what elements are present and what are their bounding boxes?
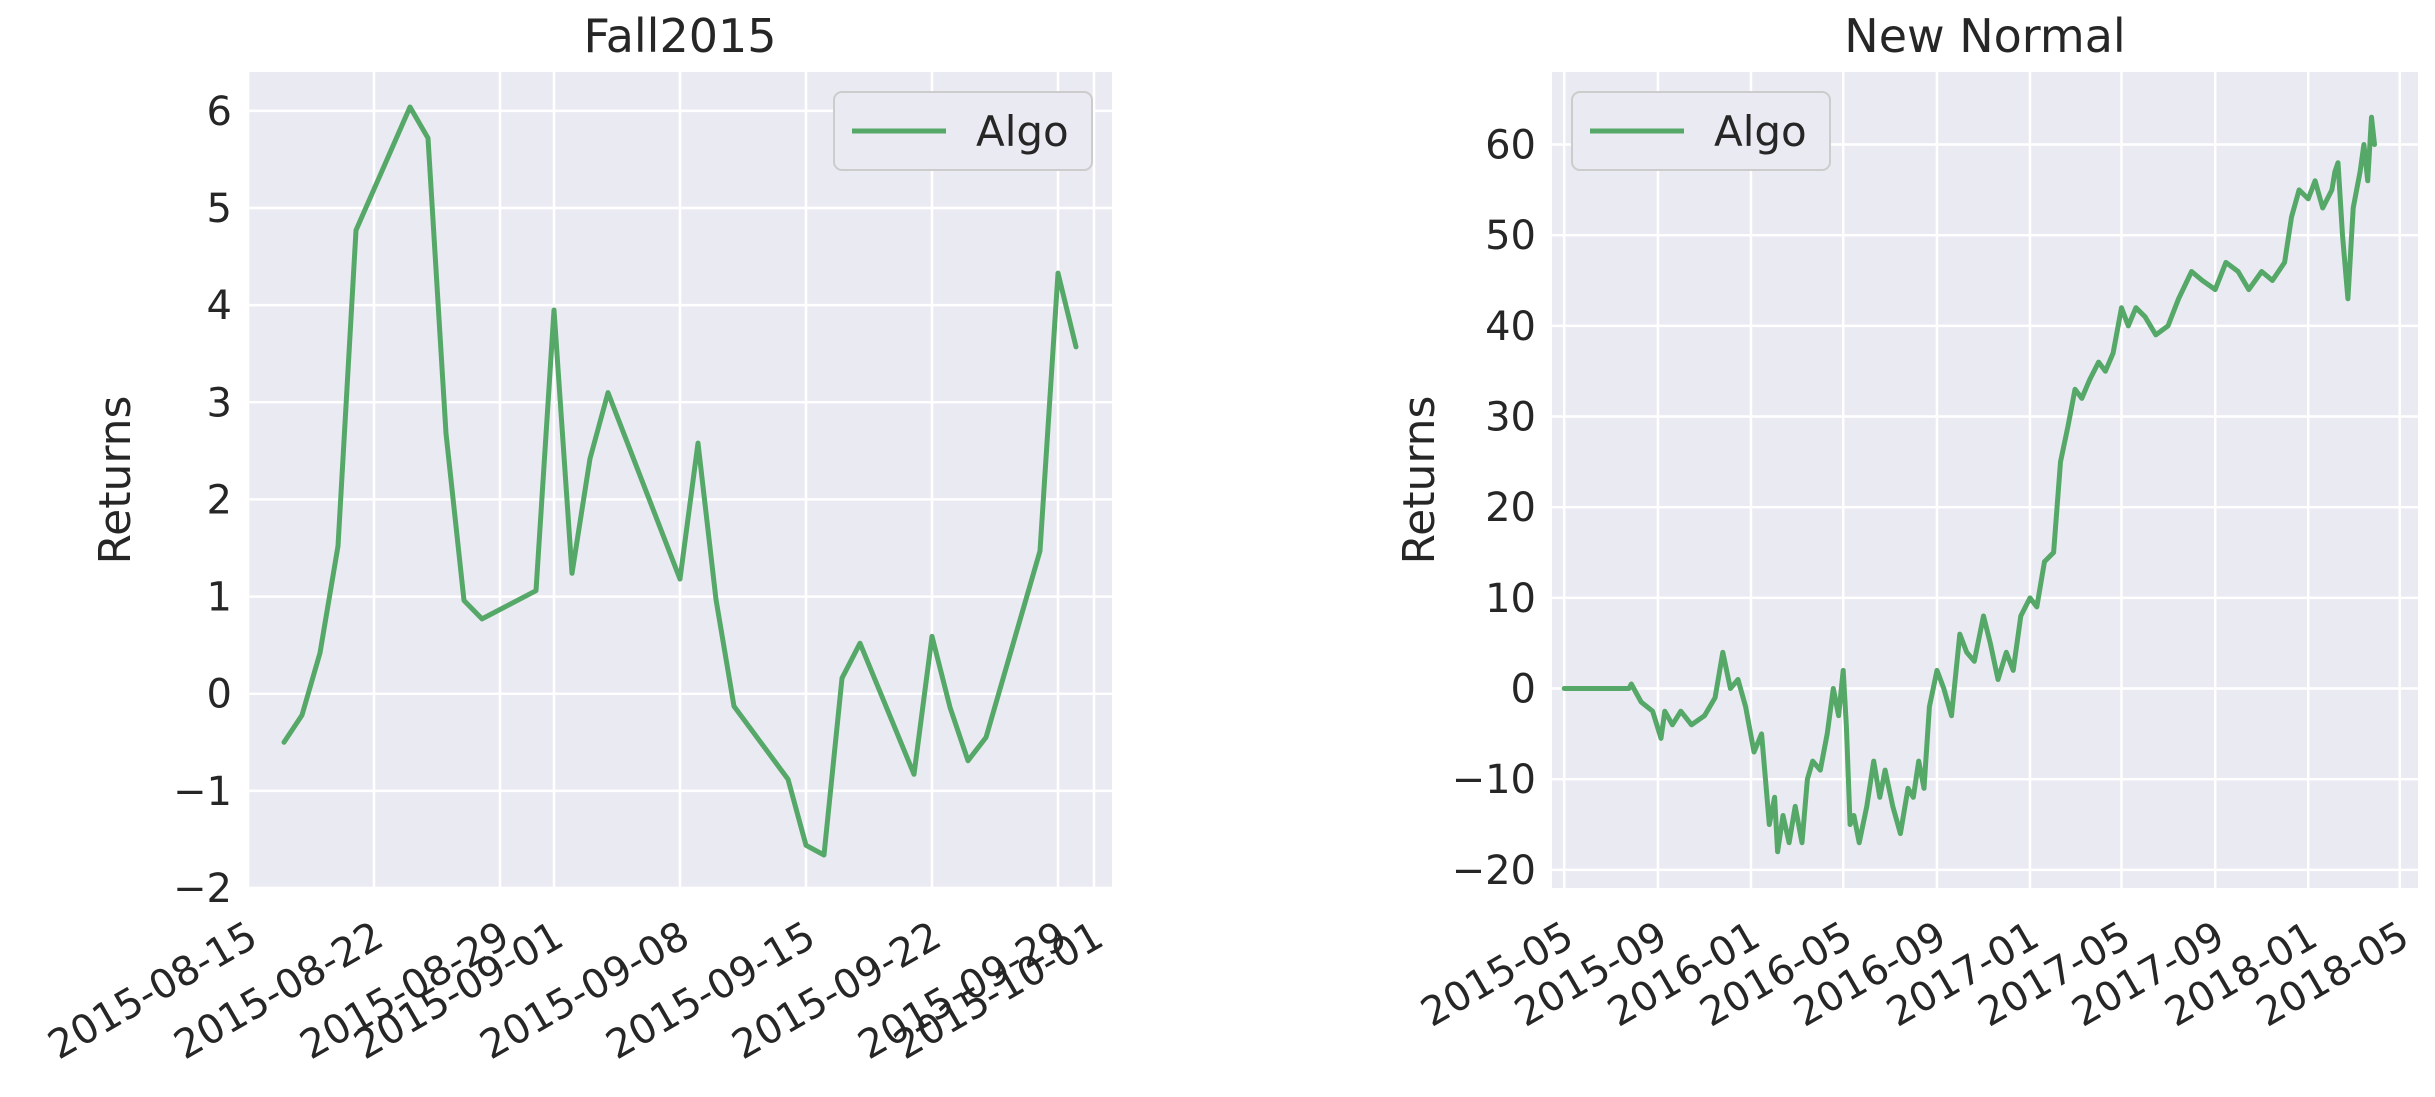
- y-tick-label: 5: [207, 186, 232, 232]
- y-tick-label: 6: [207, 89, 232, 135]
- y-tick-label: −2: [173, 866, 232, 912]
- y-axis-label: Returns: [1394, 396, 1445, 565]
- chart-title: New Normal: [1844, 9, 2125, 63]
- legend-label: Algo: [976, 107, 1069, 156]
- y-tick-label: 3: [207, 380, 232, 426]
- legend-box: [833, 91, 1093, 171]
- y-tick-label: 10: [1485, 576, 1536, 622]
- y-tick-label: 0: [207, 672, 232, 718]
- y-tick-label: −1: [173, 769, 232, 815]
- series-line-algo: [1561, 114, 2377, 855]
- legend-box: [1571, 91, 1831, 171]
- legend: Algo: [833, 91, 1093, 171]
- plot-area: [1552, 72, 2418, 888]
- y-tick-label: −20: [1452, 848, 1536, 894]
- chart-title: Fall2015: [583, 9, 776, 63]
- y-tick-label: 50: [1485, 213, 1536, 259]
- chart-panel-2: −20−1001020304050602015-052015-092016-01…: [1394, 9, 2418, 1036]
- series-line-algo: [281, 104, 1079, 858]
- y-tick-label: −10: [1452, 757, 1536, 803]
- chart-panel-1: −2−101234562015-08-152015-08-222015-08-2…: [41, 9, 1112, 1069]
- y-tick-label: 0: [1511, 667, 1536, 713]
- y-tick-label: 4: [207, 283, 232, 329]
- y-tick-label: 60: [1485, 123, 1536, 169]
- y-tick-label: 2: [207, 477, 232, 523]
- y-tick-label: 1: [207, 575, 232, 621]
- legend-label: Algo: [1714, 107, 1807, 156]
- y-axis-label: Returns: [90, 396, 141, 565]
- y-tick-label: 40: [1485, 304, 1536, 350]
- legend: Algo: [1571, 91, 1831, 171]
- y-tick-label: 20: [1485, 485, 1536, 531]
- y-tick-label: 30: [1485, 395, 1536, 441]
